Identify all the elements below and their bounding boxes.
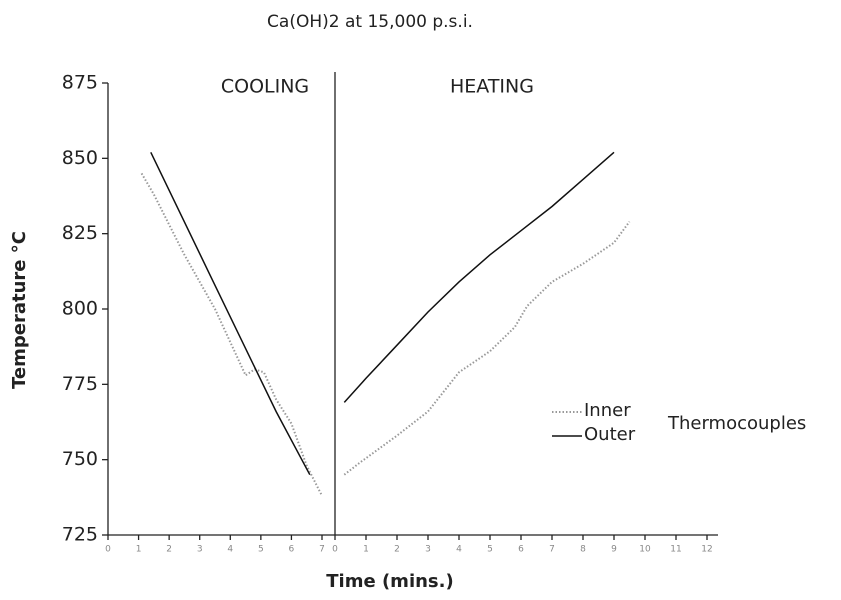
panel-label: HEATING	[450, 76, 534, 98]
legend-title: Thermocouples	[667, 413, 806, 434]
y-tick-label: 725	[62, 524, 98, 546]
y-tick-label: 850	[62, 147, 98, 169]
y-tick-label: 825	[62, 222, 98, 244]
x-tick-label: 2	[166, 545, 172, 555]
x-tick-label: 0	[332, 545, 338, 555]
x-tick-label: 12	[701, 545, 712, 555]
x-tick-label: 7	[319, 545, 325, 555]
series-line	[343, 151, 615, 403]
x-tick-label: 8	[580, 545, 586, 555]
x-tick-label: 5	[487, 545, 493, 555]
y-tick-label: 750	[62, 448, 98, 470]
series-line	[150, 151, 311, 476]
x-tick-label: 6	[289, 545, 295, 555]
y-tick-label: 800	[62, 298, 98, 320]
x-tick-label: 4	[456, 545, 462, 555]
x-tick-label: 0	[105, 545, 111, 555]
x-tick-label: 9	[611, 545, 617, 555]
x-tick-label: 4	[227, 545, 233, 555]
series-line	[140, 172, 323, 497]
x-tick-label: 11	[670, 545, 681, 555]
x-tick-label: 10	[639, 545, 651, 555]
x-tick-label: 5	[258, 545, 264, 555]
chart-title: Ca(OH)2 at 15,000 p.s.i.	[267, 12, 473, 32]
x-tick-label: 3	[197, 545, 203, 555]
y-axis-label: Temperature °C	[9, 231, 30, 389]
x-axis-label: Time (mins.)	[326, 571, 453, 592]
x-tick-label: 2	[394, 545, 400, 555]
x-tick-label: 7	[549, 545, 555, 555]
x-tick-label: 1	[136, 545, 142, 555]
y-tick-label: 775	[62, 373, 98, 395]
y-tick-label: 875	[62, 72, 98, 94]
x-tick-label: 3	[425, 545, 431, 555]
legend-label: Inner	[584, 400, 631, 421]
legend-label: Outer	[584, 424, 636, 445]
x-tick-label: 6	[518, 545, 524, 555]
x-tick-label: 1	[363, 545, 369, 555]
panel-label: COOLING	[221, 76, 309, 98]
